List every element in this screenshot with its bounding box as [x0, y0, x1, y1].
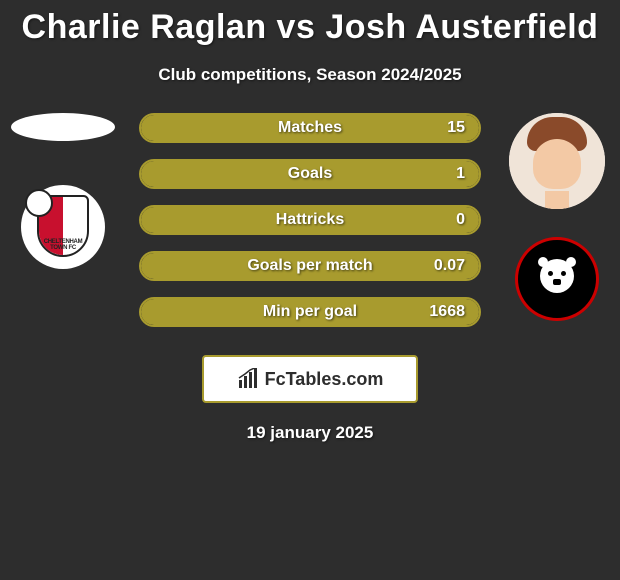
- page-title: Charlie Raglan vs Josh Austerfield: [0, 0, 620, 47]
- stat-bar: Hattricks0: [139, 205, 481, 235]
- brand-badge: FcTables.com: [202, 355, 418, 403]
- stat-value-right: 0.07: [434, 253, 465, 279]
- stat-value-right: 1668: [429, 299, 465, 325]
- left-club-badge-text: CHELTENHAMTOWN FC: [27, 239, 99, 251]
- left-club-badge: CHELTENHAMTOWN FC: [21, 185, 105, 269]
- date-text: 19 january 2025: [0, 423, 620, 443]
- subtitle: Club competitions, Season 2024/2025: [0, 65, 620, 85]
- brand-text: FcTables.com: [265, 369, 384, 390]
- chart-icon: [237, 368, 259, 390]
- stat-label: Goals per match: [141, 253, 479, 279]
- right-player-photo: [509, 113, 605, 209]
- stat-value-right: 0: [456, 207, 465, 233]
- comparison-content: CHELTENHAMTOWN FC: [0, 113, 620, 443]
- stat-bar: Min per goal1668: [139, 297, 481, 327]
- right-club-badge: [515, 237, 599, 321]
- stat-bar: Matches15: [139, 113, 481, 143]
- stat-label: Matches: [141, 115, 479, 141]
- left-player-photo-placeholder: [11, 113, 115, 141]
- stat-value-right: 1: [456, 161, 465, 187]
- stat-value-right: 15: [447, 115, 465, 141]
- stat-label: Goals: [141, 161, 479, 187]
- stat-label: Hattricks: [141, 207, 479, 233]
- right-column: [502, 113, 612, 321]
- stat-bars: Matches15 Goals1 Hattricks0 Goals per match…: [139, 113, 481, 327]
- stat-bar: Goals per match0.07: [139, 251, 481, 281]
- left-column: CHELTENHAMTOWN FC: [8, 113, 118, 269]
- stat-bar: Goals1: [139, 159, 481, 189]
